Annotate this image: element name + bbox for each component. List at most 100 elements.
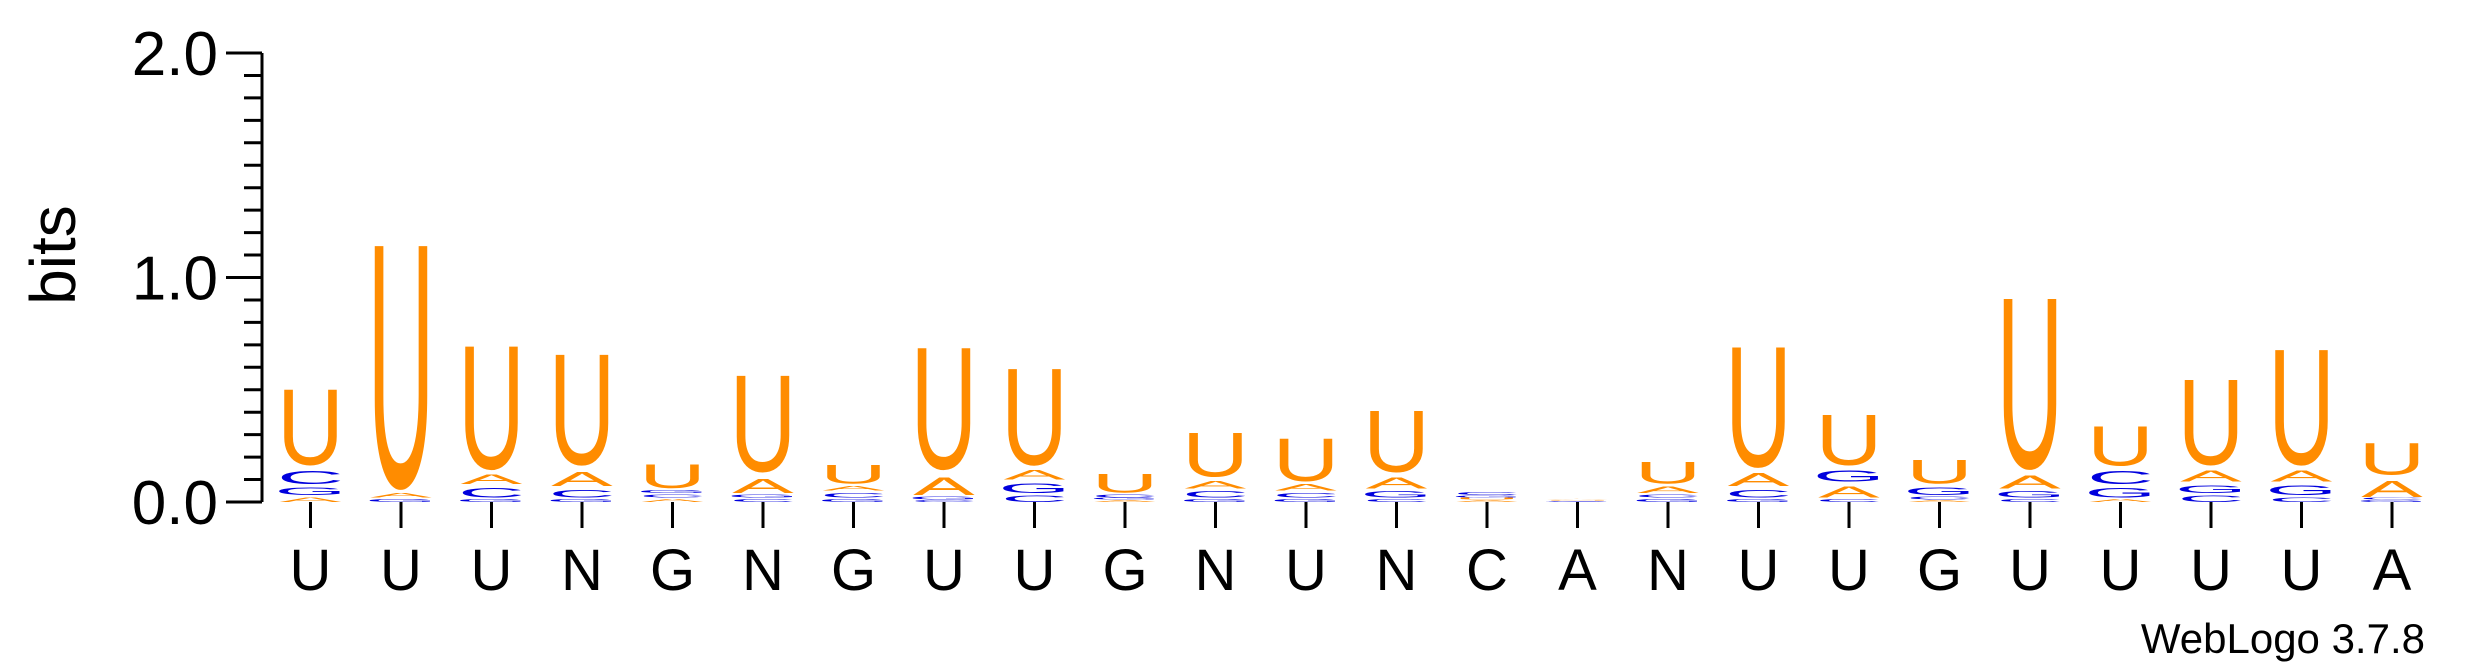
svg-text:A: A	[2180, 467, 2243, 485]
glyph-G: G	[365, 498, 437, 503]
svg-text:A: A	[823, 485, 885, 493]
glyph-G: G	[275, 485, 347, 498]
glyph-G: G	[727, 493, 799, 498]
svg-text:A: A	[642, 498, 704, 503]
svg-text:C: C	[277, 468, 344, 488]
glyph-G: G	[1361, 489, 1433, 499]
x-tick-label: A	[2373, 538, 2412, 603]
svg-text:G: G	[1904, 485, 1976, 498]
glyph-A: A	[1366, 474, 1429, 492]
svg-text:U: U	[1906, 453, 1973, 491]
svg-text:U: U	[1363, 392, 1430, 491]
glyph-U: U	[1454, 498, 1521, 501]
svg-text:A: A	[2271, 467, 2334, 485]
glyph-G: G	[1813, 467, 1885, 485]
svg-text:U: U	[639, 457, 706, 495]
svg-text:U: U	[368, 172, 435, 562]
svg-text:A: A	[1004, 467, 1066, 482]
glyph-G: G	[1089, 498, 1161, 501]
glyph-G: G	[1180, 498, 1252, 503]
glyph-G: G	[637, 489, 709, 494]
glyph-U: U	[1997, 247, 2064, 521]
glyph-C: C	[1816, 498, 1883, 503]
svg-text:U: U	[2178, 354, 2245, 491]
glyph-C: C	[1635, 493, 1702, 498]
svg-text:U: U	[820, 459, 887, 489]
x-tick-label: A	[1558, 538, 1597, 603]
x-tick-label: U	[290, 538, 332, 603]
glyph-C: C	[1273, 491, 1340, 499]
glyph-A: A	[913, 473, 975, 501]
svg-text:C: C	[1544, 501, 1611, 502]
svg-text:A: A	[1275, 483, 1337, 493]
glyph-G: G	[2356, 500, 2428, 503]
svg-text:G: G	[1723, 498, 1795, 503]
svg-text:A: A	[1818, 483, 1881, 501]
glyph-C: C	[1092, 493, 1159, 498]
glyph-A: A	[1637, 485, 1699, 495]
y-axis: 0.0 1.0 2.0	[132, 20, 264, 538]
svg-text:G: G	[2356, 500, 2428, 503]
svg-text:C: C	[1182, 489, 1249, 499]
svg-text:U: U	[277, 368, 344, 489]
glyph-U: U	[458, 308, 525, 506]
glyph-A: A	[732, 474, 794, 497]
svg-text:A: A	[1185, 478, 1247, 491]
glyph-G: G	[1632, 498, 1704, 503]
glyph-C: C	[2268, 496, 2335, 504]
svg-text:G: G	[1994, 489, 2066, 499]
svg-text:C: C	[2178, 494, 2245, 504]
glyph-C: C	[549, 487, 616, 500]
svg-text:A: A	[280, 496, 342, 504]
x-tick-label: U	[2281, 538, 2323, 603]
glyph-U: U	[2178, 354, 2245, 491]
glyph-U: U	[1001, 339, 1068, 494]
glyph-U: U	[549, 320, 616, 498]
glyph-C: C	[1182, 489, 1249, 499]
svg-text:U: U	[911, 310, 978, 506]
x-tick-label: N	[561, 538, 603, 603]
svg-text:G: G	[365, 498, 437, 503]
glyph-A: A	[2361, 477, 2423, 502]
glyph-C: C	[730, 498, 797, 503]
svg-text:U: U	[1544, 500, 1611, 501]
glyph-G: G	[1904, 485, 1976, 498]
svg-text:G: G	[2266, 483, 2338, 498]
svg-text:G: G	[1451, 495, 1523, 498]
svg-text:U: U	[1635, 455, 1702, 491]
x-tick-label: U	[1285, 538, 1327, 603]
svg-text:A: A	[1728, 470, 1790, 490]
glyph-U: U	[2087, 415, 2154, 478]
glyph-C: C	[1544, 501, 1611, 502]
svg-text:A: A	[913, 473, 975, 501]
glyph-A: A	[1818, 483, 1881, 501]
svg-text:C: C	[1273, 491, 1340, 499]
glyph-G: G	[818, 498, 890, 503]
glyph-U: U	[1906, 453, 1973, 491]
y-axis-label: bits	[17, 205, 89, 305]
svg-text:C: C	[1092, 493, 1159, 498]
svg-text:C: C	[1906, 496, 1973, 501]
glyph-U: U	[1363, 392, 1430, 491]
glyph-G: G	[999, 480, 1071, 495]
svg-text:U: U	[2087, 415, 2154, 478]
glyph-A: A	[1999, 472, 2061, 492]
svg-text:G: G	[546, 498, 618, 503]
svg-text:A: A	[1909, 500, 1971, 503]
glyph-C: C	[639, 493, 706, 498]
